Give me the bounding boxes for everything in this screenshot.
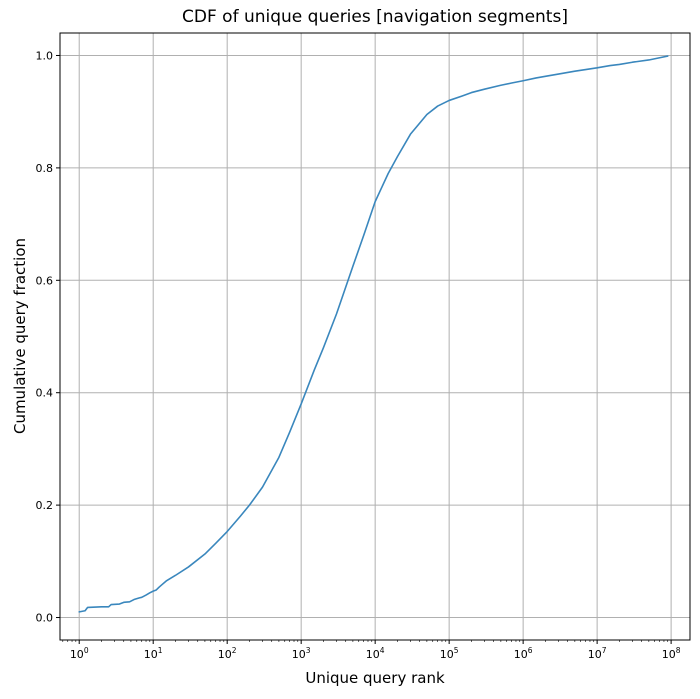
y-tick-label: 0.2: [36, 499, 54, 512]
x-tick-label: 101: [144, 646, 163, 661]
x-tick-label: 102: [218, 646, 237, 661]
chart-title: CDF of unique queries [navigation segmen…: [182, 7, 568, 27]
x-tick-label: 103: [292, 646, 311, 661]
x-axis-ticks: 100 101 102 103 104 105 106 107 108: [62, 640, 681, 661]
x-tick-label: 104: [366, 646, 385, 661]
x-tick-label: 106: [514, 646, 533, 661]
y-tick-label: 0.4: [36, 387, 54, 400]
y-axis-label: Cumulative query fraction: [11, 238, 29, 434]
y-tick-label: 0.8: [36, 162, 54, 175]
plot-frame: [59, 32, 691, 641]
cdf-series-line: [78, 55, 669, 613]
y-axis-ticks: 0.0 0.2 0.4 0.6 0.8 1.0: [36, 49, 60, 625]
y-tick-label: 1.0: [36, 49, 54, 62]
y-tick-label: 0.0: [36, 612, 54, 625]
x-tick-label: 105: [440, 646, 459, 661]
y-tick-label: 0.6: [36, 274, 54, 287]
x-tick-label: 107: [588, 646, 607, 661]
grid-lines: [60, 33, 690, 640]
x-axis-label: Unique query rank: [305, 669, 445, 687]
plot-series: [78, 55, 669, 613]
x-tick-label: 108: [662, 646, 681, 661]
x-tick-label: 100: [70, 646, 89, 661]
